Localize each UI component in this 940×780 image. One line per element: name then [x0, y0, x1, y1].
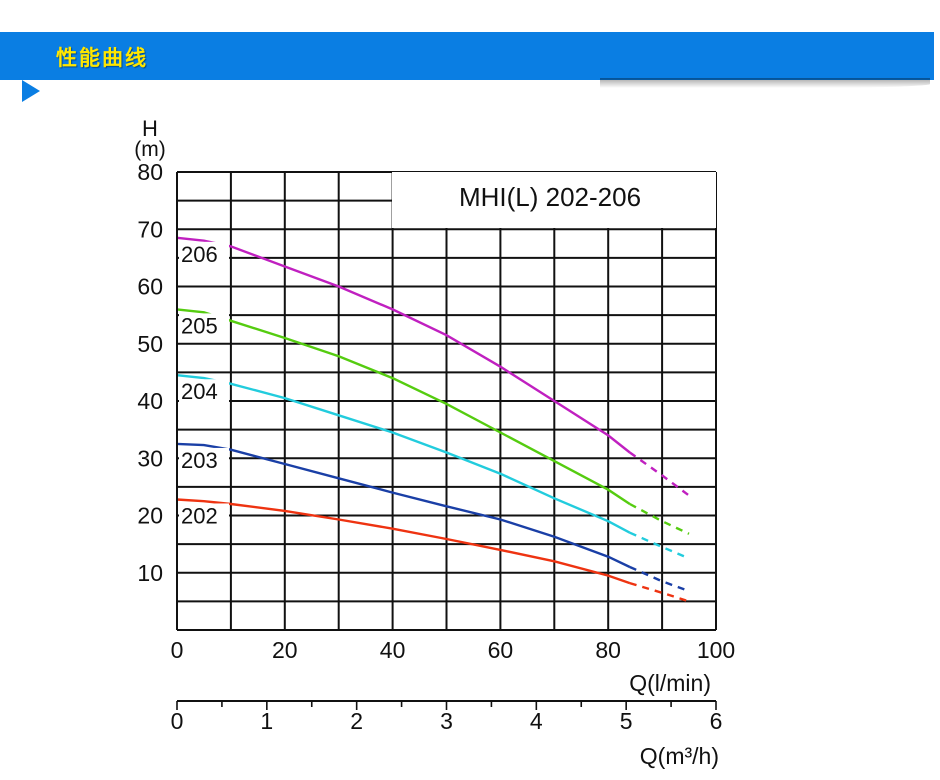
x-tick-label: 40	[380, 637, 406, 663]
y-tick-label: 60	[137, 274, 163, 300]
y-tick-label: 50	[137, 331, 163, 357]
y-tick-label: 40	[137, 388, 163, 414]
x2-tick-label: 4	[530, 708, 543, 734]
series-extension-202	[629, 581, 690, 603]
y-tick-label: 80	[137, 159, 163, 185]
page-title: 性能曲线	[56, 46, 148, 70]
y-tick-label: 20	[137, 503, 163, 529]
x-tick-label: 80	[595, 637, 621, 663]
x2-tick-label: 5	[620, 708, 633, 734]
x2-tick-label: 6	[710, 708, 723, 734]
x-tick-label: 100	[697, 637, 735, 663]
series-label-bg	[179, 379, 229, 404]
series-layer	[176, 236, 690, 603]
series-label-202: 202	[181, 503, 218, 528]
y-tick-label: 70	[137, 216, 163, 242]
series-line-202	[176, 498, 631, 585]
banner-arrow-icon	[22, 80, 40, 102]
series-label-204: 204	[181, 379, 218, 404]
series-extension-204	[629, 531, 690, 560]
series-labels: 206 205 204 203 202	[179, 241, 229, 528]
x2-tick-label: 2	[350, 708, 363, 734]
series-label-203: 203	[181, 448, 218, 473]
series-extension-203	[629, 565, 690, 593]
series-extension-205	[629, 502, 690, 535]
chart-grid	[176, 171, 717, 630]
series-label-bg	[179, 503, 229, 528]
series-extension-206	[629, 451, 690, 497]
chart-title: MHI(L) 202-206	[459, 182, 641, 212]
series-label-206: 206	[181, 242, 218, 267]
series-line-206	[176, 236, 631, 454]
y-tick-label: 10	[137, 560, 163, 586]
series-label-bg	[179, 447, 229, 472]
series-label-205: 205	[181, 313, 218, 338]
x2-tick-label: 0	[171, 708, 184, 734]
x2-tick-label: 3	[440, 708, 453, 734]
x-tick-label: 20	[272, 637, 298, 663]
y-tick-label: 30	[137, 445, 163, 471]
banner-shadow	[600, 78, 930, 88]
x2-tick-label: 1	[260, 708, 273, 734]
series-label-bg	[179, 313, 229, 338]
x-tick-label: 0	[171, 637, 184, 663]
y-axis-label: H	[142, 116, 158, 141]
chart-title-box	[392, 172, 716, 228]
series-label-bg	[179, 241, 229, 266]
x-axis-label: Q(l/min)	[629, 670, 711, 696]
x-tick-label: 60	[488, 637, 514, 663]
chart-axes: 10 20 30 40 50 60 70 80 0 20 40 60 80 100 0 1 2 3 4 5 6	[137, 159, 735, 734]
y-axis-unit: (m)	[134, 138, 165, 161]
header-banner: 性能曲线	[0, 32, 934, 80]
x2-axis-label: Q(m³/h)	[640, 743, 719, 769]
